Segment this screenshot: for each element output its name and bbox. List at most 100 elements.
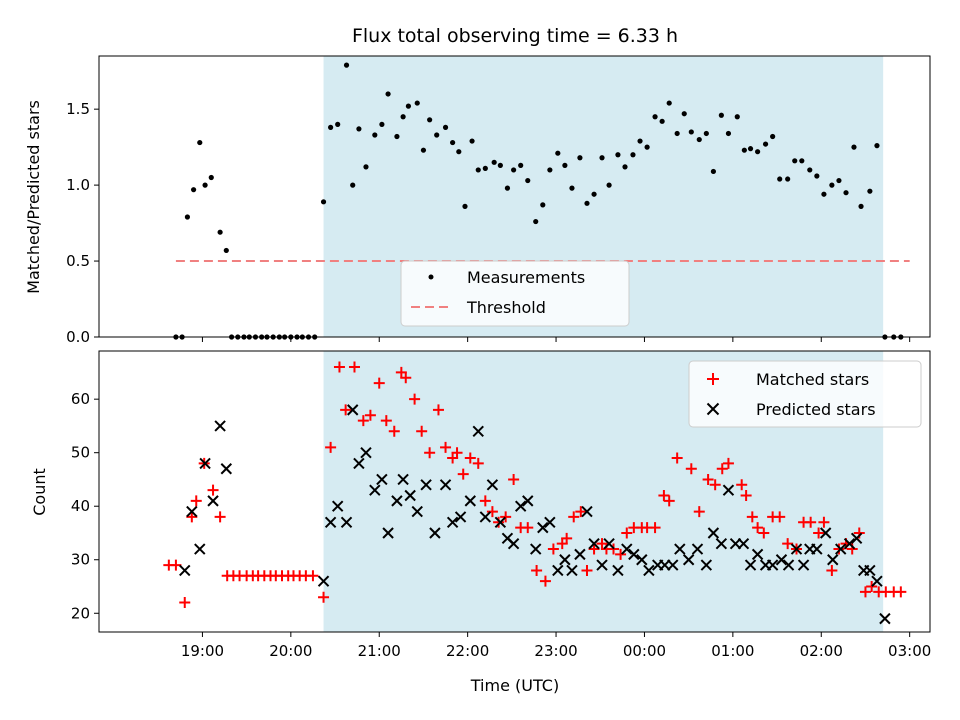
predicted-star-point: [744, 559, 757, 571]
measurement-point: [442, 124, 449, 130]
predicted-star-point: [391, 495, 403, 507]
matched-star-point: [561, 532, 573, 544]
bottom-axes-frame: [98, 350, 931, 633]
measurement-point: [630, 152, 636, 158]
xtick-label: 21:00: [358, 642, 401, 660]
measurement-point: [482, 165, 488, 171]
matched-star-point: [547, 543, 559, 555]
measurement-point: [184, 214, 191, 220]
measurement-point: [427, 117, 433, 123]
xtick-label: 19:00: [181, 642, 224, 660]
top-y-axis: 0.0 0.5 1.0 1.5: [66, 100, 99, 346]
predicted-star-point: [596, 559, 608, 571]
xtick-label: 22:00: [446, 642, 489, 660]
predicted-star-point: [382, 527, 394, 539]
measurement-point: [821, 191, 827, 197]
measurement-point: [584, 200, 590, 206]
matched-star-point: [388, 425, 400, 437]
matched-star-point: [581, 564, 593, 576]
predicted-star-point: [636, 554, 648, 566]
predicted-star-point: [179, 564, 191, 577]
measurement-point: [577, 155, 583, 161]
matched-star-point: [170, 559, 182, 571]
measurement-point: [328, 124, 334, 130]
bottom-x-axis: 19:00 20:00 21:00 22:00 23:00 00:00 01:00 02:00…: [181, 632, 931, 660]
predicted-star-point: [439, 479, 452, 491]
measurement-point: [202, 182, 208, 188]
predicted-star-point: [775, 554, 788, 566]
measurement-point: [703, 130, 709, 137]
matched-star-point: [746, 511, 758, 523]
matched-star-point: [318, 591, 330, 603]
measurement-point: [394, 133, 400, 140]
bottom-legend-box: [688, 360, 922, 428]
measurement-point: [799, 158, 805, 164]
matched-star-point: [307, 570, 319, 582]
measurement-point: [858, 203, 864, 209]
top-ytick-label: 1.5: [66, 100, 90, 118]
matched-star-point: [575, 506, 587, 518]
top-panel: 0.0 0.5 1.0 1.5 Matched/Predicted stars Mea…: [24, 55, 931, 346]
predicted-star-point: [864, 564, 876, 577]
top-legend: Measurements Threshold: [400, 260, 630, 327]
predicted-star-point: [479, 511, 492, 523]
xtick-label: 00:00: [623, 642, 666, 660]
predicted-star-point: [566, 564, 578, 577]
predicted-star-point: [797, 559, 810, 571]
measurements-series: [173, 62, 904, 340]
measurement-point: [851, 144, 857, 150]
measurement-point: [770, 133, 776, 140]
matched-star-point: [190, 495, 202, 507]
matched-star-point: [186, 511, 198, 523]
matched-star-point: [716, 463, 728, 475]
measurement-point: [335, 121, 341, 127]
bottom-legend: Matched stars Predicted stars: [688, 360, 922, 428]
measurement-point: [385, 91, 391, 97]
measurement-point: [562, 162, 568, 168]
measurement-point: [504, 185, 511, 191]
measurement-point: [363, 164, 369, 170]
matched-star-point: [432, 404, 444, 416]
measurement-point: [762, 141, 769, 147]
xtick-label: 23:00: [534, 642, 577, 660]
predicted-star-point: [411, 505, 423, 518]
measurement-point: [615, 152, 621, 158]
matched-star-point: [179, 597, 191, 609]
measurement-point: [511, 167, 517, 173]
measurement-point: [190, 187, 197, 193]
measurement-point: [681, 111, 687, 117]
predicted-star-point: [472, 425, 484, 437]
chart-title: Flux total observing time = 6.33 h: [352, 25, 678, 47]
matched-star-point: [531, 564, 543, 576]
measurement-point: [217, 229, 223, 235]
measurement-point: [547, 167, 553, 173]
matched-star-point: [380, 415, 392, 427]
bottom-panel: 20 30 40 50 60 19:00 20:00 21:00 22:00 23:00 00:0…: [30, 350, 931, 695]
predicted-star-point: [581, 505, 593, 518]
predicted-star-point: [588, 537, 600, 550]
matched-star-point: [588, 543, 600, 555]
measurement-point: [555, 150, 561, 156]
predicted-star-point: [700, 559, 713, 571]
legend-marker-matched: [707, 373, 719, 385]
bottom-ytick-label: 50: [71, 444, 90, 462]
matched-star-point: [500, 511, 512, 523]
predicted-star-point: [628, 548, 640, 561]
measurement-point: [785, 176, 791, 182]
matched-star-point: [214, 511, 226, 523]
predicted-star-point: [682, 554, 695, 566]
matched-star-point: [348, 361, 360, 373]
matched-star-point: [813, 527, 825, 539]
predicted-star-point: [340, 516, 353, 528]
top-ytick-label: 1.0: [66, 176, 90, 194]
legend-label-predicted: Predicted stars: [756, 400, 876, 419]
measurement-point: [320, 199, 327, 205]
predicted-star-point: [317, 575, 330, 587]
bottom-y-axis: 20 30 40 50 60: [71, 390, 99, 622]
matched-star-point: [774, 511, 786, 523]
measurement-point: [836, 177, 842, 184]
top-ytick-label: 0.0: [66, 328, 90, 346]
measurement-point: [637, 138, 643, 144]
predicted-star-point: [790, 543, 803, 555]
matched-star-point: [207, 484, 219, 496]
